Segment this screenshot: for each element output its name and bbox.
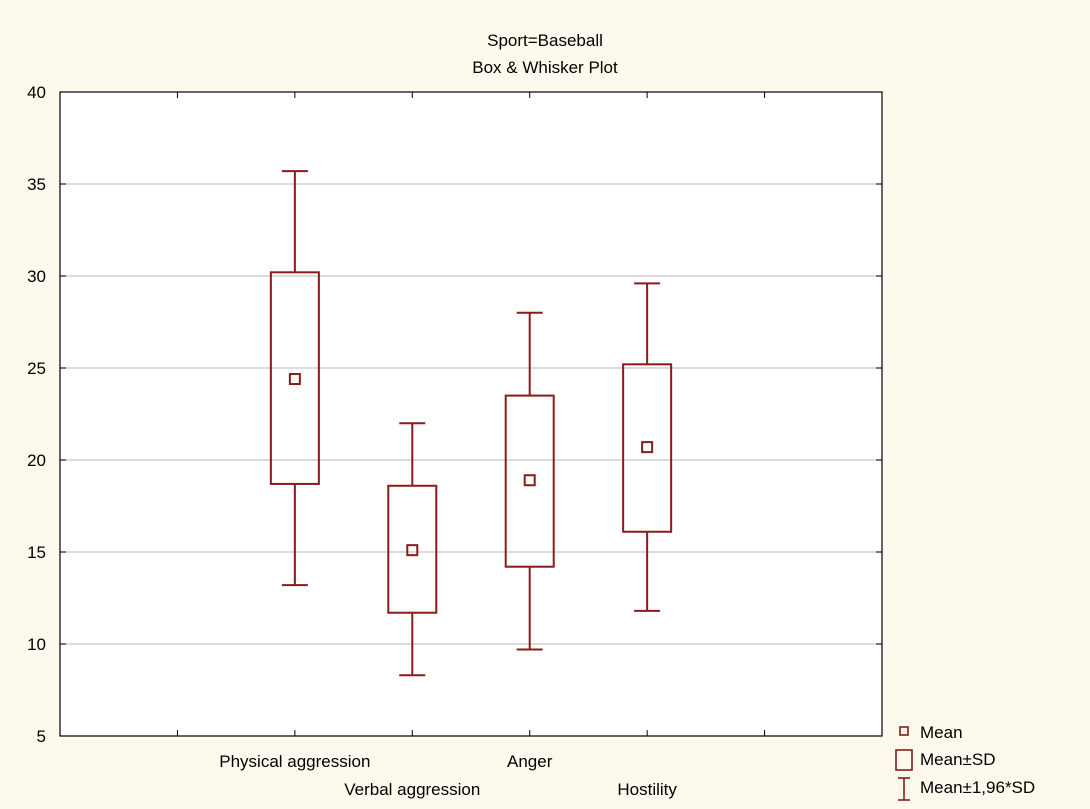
mean-marker: [406, 544, 419, 557]
mean-marker: [288, 373, 301, 386]
sd-box: [387, 484, 438, 614]
y-tick-label: 10: [27, 635, 46, 654]
chart-title: Sport=Baseball: [487, 31, 603, 50]
legend-label: Mean±SD: [920, 750, 995, 769]
legend-label: Mean: [920, 723, 963, 742]
x-category-label: Hostility: [617, 780, 677, 799]
legend-sd-icon: [895, 749, 913, 771]
chart-subtitle: Box & Whisker Plot: [472, 58, 618, 77]
sd-box: [622, 363, 673, 533]
x-category-label: Verbal aggression: [344, 780, 480, 799]
legend-mean-icon: [899, 726, 909, 736]
plot-frame: [59, 91, 883, 737]
y-tick-label: 30: [27, 267, 46, 286]
x-category-label: Anger: [507, 752, 553, 771]
legend-label: Mean±1,96*SD: [920, 778, 1035, 797]
legend: Mean Mean±SD Mean±1,96*SD: [895, 723, 1035, 801]
grid-layer: [60, 183, 882, 645]
y-tick-label: 5: [37, 727, 46, 746]
box-group: [622, 282, 673, 612]
y-tick-label: 20: [27, 451, 46, 470]
y-tick-label: 15: [27, 543, 46, 562]
plot-area: [60, 92, 882, 736]
sd-box: [269, 271, 320, 485]
box-group: [269, 170, 320, 587]
y-tick-label: 35: [27, 175, 46, 194]
box-group: [504, 311, 555, 651]
x-category-label: Physical aggression: [219, 752, 370, 771]
axis-layer: 5 10 15 20 25 30 35 40 Physical aggression Verbal…: [27, 83, 882, 799]
sd-box: [504, 394, 555, 568]
box-group: [387, 422, 438, 677]
mean-marker: [641, 441, 654, 454]
y-tick-label: 40: [27, 83, 46, 102]
marks-layer: [269, 170, 673, 677]
y-tick-label: 25: [27, 359, 46, 378]
mean-marker: [523, 474, 536, 487]
